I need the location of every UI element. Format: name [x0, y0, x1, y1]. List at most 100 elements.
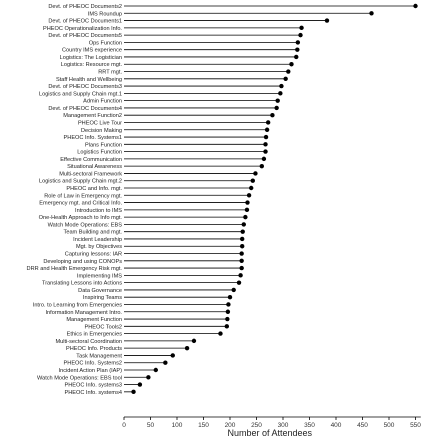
category-label: Management Function2: [63, 113, 122, 119]
category-label: PHEOC Info. Products: [66, 346, 122, 352]
lollipop-point: [225, 309, 231, 314]
category-label: Country IMS experience: [62, 48, 122, 54]
lollipop-point: [249, 185, 254, 191]
category-label: Inspiring Teams: [83, 295, 122, 301]
lollipop-point: [245, 200, 250, 205]
category-label: Data Governance: [78, 288, 122, 294]
lollipop-point: [270, 113, 275, 118]
category-label: Staff Health and Wellbeing: [56, 77, 122, 83]
lollipop-point: [275, 98, 280, 103]
category-label: Logistics and Supply Chain mgt.1: [39, 91, 122, 97]
category-label: Logistics: Resource mgt.: [61, 62, 123, 68]
lollipop-point: [324, 18, 330, 23]
lollipop-point: [263, 142, 268, 147]
category-label: Developing and using CONOPs: [43, 259, 122, 265]
category-label: Multi-sectoral Coordination: [55, 339, 122, 345]
x-tick-label: 200: [225, 422, 236, 429]
category-label: Role of Law in Emergency mgt.: [44, 193, 122, 199]
category-label: Capturing lessons: IAR: [65, 252, 122, 258]
lollipop-point: [163, 360, 168, 365]
x-tick-label: 0: [122, 422, 126, 429]
category-label: Logistics: The Logistician: [60, 55, 122, 61]
lollipop-point: [240, 229, 245, 234]
lollipop-point: [299, 25, 304, 31]
lollipop-point: [286, 69, 291, 74]
category-label: PHEOC Operationalization Info.: [43, 26, 122, 32]
lollipop-point: [259, 163, 264, 169]
x-tick-label: 500: [384, 422, 395, 429]
category-label: Admin Function: [83, 99, 122, 105]
category-label: PHEOC Info. Systems1: [64, 135, 122, 141]
category-label: Incident Leadership: [73, 237, 122, 243]
lollipop-point: [241, 222, 246, 227]
category-label: Team Building and mgt.: [64, 230, 123, 236]
category-label: Ethics in Emergencies: [67, 332, 123, 338]
lollipop-point: [236, 280, 242, 285]
category-label: RRT mgt.: [98, 70, 122, 76]
lollipop-point: [369, 11, 374, 16]
lollipop-point: [131, 389, 136, 395]
x-tick-label: 100: [172, 422, 183, 429]
category-label: PHEOC Info. systems3: [64, 383, 122, 389]
lollipop-point: [239, 265, 244, 271]
lollipop-point: [239, 258, 244, 263]
category-label: Logistics and Supply Chain mgt.2: [39, 179, 122, 185]
x-tick-label: 350: [304, 422, 315, 429]
x-tick-label: 300: [278, 422, 289, 429]
category-label: Devt. of PHEOC Documents2: [48, 4, 122, 10]
lollipop-point: [263, 149, 268, 154]
lollipop-point: [170, 353, 175, 358]
lollipop-point: [278, 91, 283, 96]
lollipop-point: [243, 214, 248, 220]
category-label: PHEOC Tools2: [84, 324, 122, 330]
lollipop-point: [246, 193, 252, 198]
lollipop-point: [226, 302, 231, 307]
lollipop-point: [263, 134, 269, 140]
lollipop-point: [295, 47, 300, 52]
lollipop-point: [239, 244, 245, 249]
lollipop-point: [239, 236, 245, 242]
lollipop-point: [137, 382, 143, 387]
lollipop-point: [413, 3, 418, 9]
lollipop-point: [265, 120, 271, 125]
lollipop-point: [250, 178, 255, 183]
category-label: IMS Roundup: [88, 11, 122, 17]
x-tick-label: 50: [147, 422, 155, 429]
lollipop-point: [294, 54, 299, 60]
category-label: Situational Awareness: [67, 164, 122, 170]
category-label: Translating Lessons into Actions: [42, 281, 122, 287]
category-label: Ops Function: [89, 40, 122, 46]
lollipop-point: [191, 338, 197, 344]
lollipop-point: [244, 207, 250, 213]
category-label: Plans Function: [85, 142, 122, 148]
lollipop-point: [295, 40, 301, 45]
lollipop-point: [261, 156, 267, 162]
category-label: Implementing IMS: [77, 273, 122, 279]
lollipop-point: [225, 316, 230, 322]
category-label: Management Function: [66, 317, 122, 323]
category-label: Logistics Function: [77, 150, 122, 156]
lollipop-point: [274, 105, 279, 111]
lollipop-point: [146, 375, 151, 380]
category-label: Watch Mode Operations: EBS: [48, 222, 123, 228]
lollipop-point: [279, 83, 284, 89]
lollipop-point: [184, 345, 190, 351]
x-tick-label: 250: [251, 422, 262, 429]
category-label: Devt. of PHEOC Documents3: [48, 84, 122, 90]
x-tick-label: 550: [410, 422, 421, 429]
category-label: PHEOC Info. systems4: [64, 390, 122, 396]
category-label: Effective Communication: [60, 157, 122, 163]
x-axis-title: Number of Attendees: [227, 428, 312, 438]
lollipop-point: [239, 251, 244, 256]
category-label: One-Health Approach to Info mgt.: [39, 215, 123, 221]
lollipop-point: [298, 32, 303, 38]
points-group: [131, 3, 418, 395]
x-ticks-group: 0 50 100 150 200 250 300 350 400 450 500 550: [122, 417, 421, 429]
category-label: Mgt. by Objectives: [76, 244, 122, 250]
lollipop-point: [224, 324, 230, 329]
category-label: Task Management: [76, 353, 122, 359]
x-tick-label: 400: [331, 422, 342, 429]
category-label: PHEOC and Info. mgt.: [66, 186, 122, 192]
lollipop-point: [218, 331, 223, 336]
